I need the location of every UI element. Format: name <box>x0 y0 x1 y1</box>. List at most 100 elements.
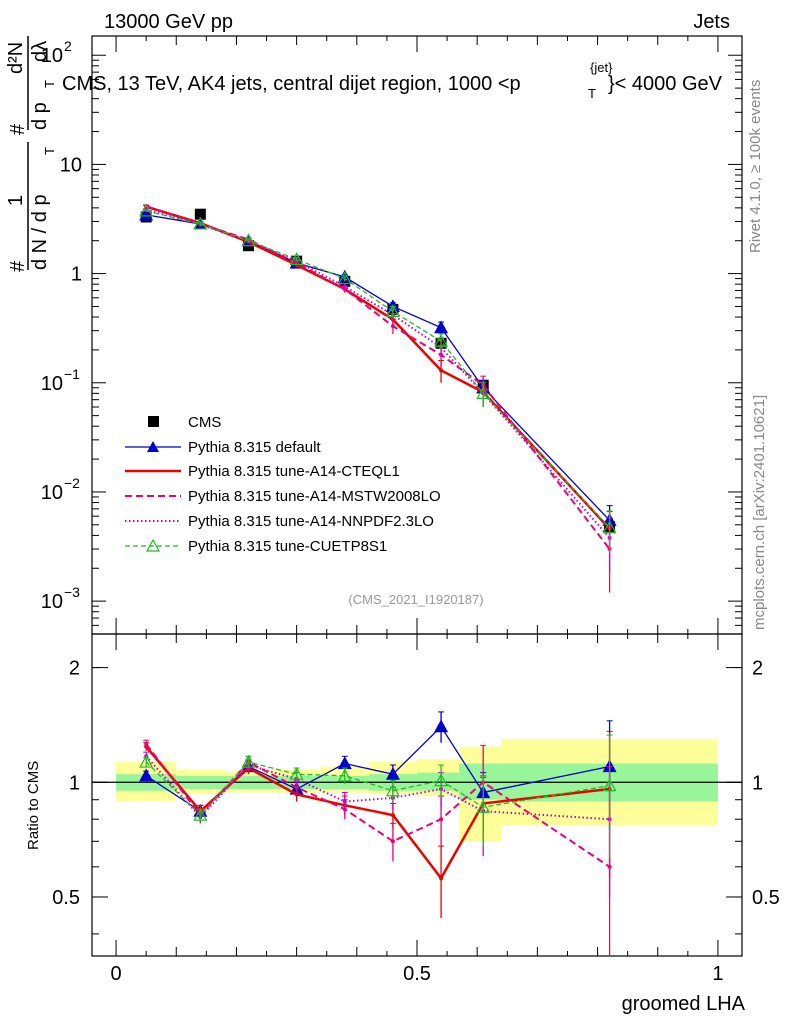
legend-marker-default <box>147 441 159 452</box>
main-ytick-label: 10 −2 <box>41 475 80 504</box>
ratio-line-nnpdf <box>145 755 610 821</box>
ylabel-hash1: # <box>7 260 29 272</box>
ratio-ytick-label-right: 0.5 <box>752 887 780 909</box>
marker-ratio-cuetp <box>193 807 208 821</box>
marker-ratio-cteql1 <box>390 813 395 818</box>
x-axis-label: groomed LHA <box>622 993 746 1015</box>
legend-label-cteql1: Pythia 8.315 tune-A14-CTEQL1 <box>188 463 400 480</box>
marker-main-cms <box>194 208 206 220</box>
ylabel-hash2: # <box>7 123 29 135</box>
main-ytick-label: 10 −1 <box>41 366 80 395</box>
analysis-id: (CMS_2021_I1920187) <box>348 592 483 607</box>
ratio-ytick-label-left: 1 <box>69 772 80 794</box>
marker-ratio-nnpdf <box>342 799 347 804</box>
ratio-ytick-label-right: 1 <box>752 772 763 794</box>
xtick-label: 0.5 <box>403 963 431 985</box>
legend: CMS Pythia 8.315 default Pythia 8.315 tu… <box>125 414 441 555</box>
category-label: Jets <box>693 11 730 33</box>
marker-ratio-cuetp <box>289 766 304 780</box>
main-series-mstw <box>143 204 613 593</box>
ylabel-den2: d p <box>29 102 51 130</box>
marker-ratio-mstw <box>294 785 299 790</box>
legend-item-nnpdf: Pythia 8.315 tune-A14-NNPDF2.3LO <box>125 513 434 530</box>
main-ytick-label: 10 2 <box>41 38 72 67</box>
marker-main-mstw <box>390 324 395 329</box>
ratio-series <box>139 711 617 956</box>
xtick-label: 0 <box>111 963 122 985</box>
main-series-cms <box>140 208 616 533</box>
main-ytick-text: 1 <box>71 264 82 286</box>
title-end: }< 4000 GeV <box>608 73 723 95</box>
legend-label-default: Pythia 8.315 default <box>188 439 321 456</box>
marker-ratio-cuetp <box>385 783 400 797</box>
main-line-cteql1 <box>145 205 611 530</box>
legend-label-cms: CMS <box>188 414 221 431</box>
xtick-label: 1 <box>712 963 723 985</box>
title-main: CMS, 13 TeV, AK4 jets, central dijet reg… <box>62 73 521 95</box>
marker-ratio-default <box>337 756 352 770</box>
legend-item-cteql1: Pythia 8.315 tune-A14-CTEQL1 <box>125 463 400 480</box>
main-ytick-base: 10 <box>41 482 63 504</box>
legend-item-mstw: Pythia 8.315 tune-A14-MSTW2008LO <box>125 488 441 505</box>
main-ytick-label: 10 <box>60 154 82 176</box>
main-ytick-text: 10 <box>60 154 82 176</box>
main-series <box>139 203 617 593</box>
legend-item-default: Pythia 8.315 default <box>125 439 321 456</box>
ylabel-dlambda: dλ <box>29 41 51 62</box>
main-ytick-exp: −1 <box>64 366 80 382</box>
marker-ratio-cteql1 <box>439 876 444 881</box>
marker-ratio-cuetp <box>139 754 154 768</box>
ratio-axes: 0.5 0.5 1 1 2 2 0 0.5 1 <box>52 633 780 985</box>
marker-main-cuetp <box>289 252 304 265</box>
ratio-line-cuetp <box>145 761 610 817</box>
title-sub: T <box>588 86 596 101</box>
marker-main-cuetp <box>139 203 154 217</box>
legend-label-mstw: Pythia 8.315 tune-A14-MSTW2008LO <box>188 488 441 505</box>
main-ytick-base: 10 <box>41 373 63 395</box>
main-y-axis-label: # 1 d N / d p T # d²N d p T dλ <box>5 36 57 272</box>
ratio-ytick-label-left: 0.5 <box>52 887 80 909</box>
legend-item-cuetp: Pythia 8.315 tune-CUETP8S1 <box>125 538 387 555</box>
marker-ratio-cuetp <box>434 773 449 787</box>
ylabel-one: 1 <box>5 195 27 206</box>
main-series-cuetp <box>139 203 617 555</box>
main-line-cuetp <box>146 210 611 529</box>
marker-ratio-cuetp <box>602 778 617 792</box>
mcplots-label: mcplots.cern.ch [arXiv:2401.10621] <box>751 395 768 630</box>
title-sup: {jet} <box>590 60 613 75</box>
marker-ratio-default <box>385 766 400 780</box>
marker-main-cuetp <box>476 386 491 399</box>
ylabel-num: d²N <box>5 42 27 74</box>
main-ytick-base: 10 <box>41 45 63 67</box>
ratio-series-cuetp <box>139 734 617 859</box>
marker-main-cuetp <box>241 233 256 247</box>
marker-main-nnpdf <box>342 284 347 289</box>
legend-marker-cms <box>148 416 159 427</box>
main-ytick-label: 10 −3 <box>41 584 80 613</box>
legend-label-nnpdf: Pythia 8.315 tune-A14-NNPDF2.3LO <box>188 513 434 530</box>
marker-main-cuetp <box>337 271 352 285</box>
marker-ratio-mstw <box>439 817 444 822</box>
marker-ratio-cuetp <box>241 754 256 768</box>
ylabel-den: d N / d p <box>29 194 51 270</box>
ratio-uncertainty-bands <box>116 738 718 842</box>
ratio-ytick-label-left: 2 <box>69 658 80 680</box>
beam-label: 13000 GeV pp <box>104 11 233 33</box>
legend-marker-cuetp <box>145 538 161 552</box>
marker-ratio-cuetp <box>476 799 491 813</box>
rivet-version-label: Rivet 4.1.0, ≥ 100k events <box>747 80 764 253</box>
marker-ratio-mstw <box>390 839 395 844</box>
marker-ratio-cuetp <box>337 768 352 782</box>
marker-main-cteql1 <box>439 368 444 373</box>
main-ytick-exp: 2 <box>64 38 72 54</box>
marker-main-default <box>434 320 449 334</box>
marker-main-cuetp <box>193 216 208 230</box>
legend-label-cuetp: Pythia 8.315 tune-CUETP8S1 <box>188 538 387 555</box>
main-ytick-exp: −3 <box>64 584 80 600</box>
main-ytick-base: 10 <box>41 591 63 613</box>
marker-main-cuetp <box>385 304 400 318</box>
ylabel-sub-t2: T <box>42 80 57 88</box>
marker-main-cuetp <box>602 520 617 534</box>
